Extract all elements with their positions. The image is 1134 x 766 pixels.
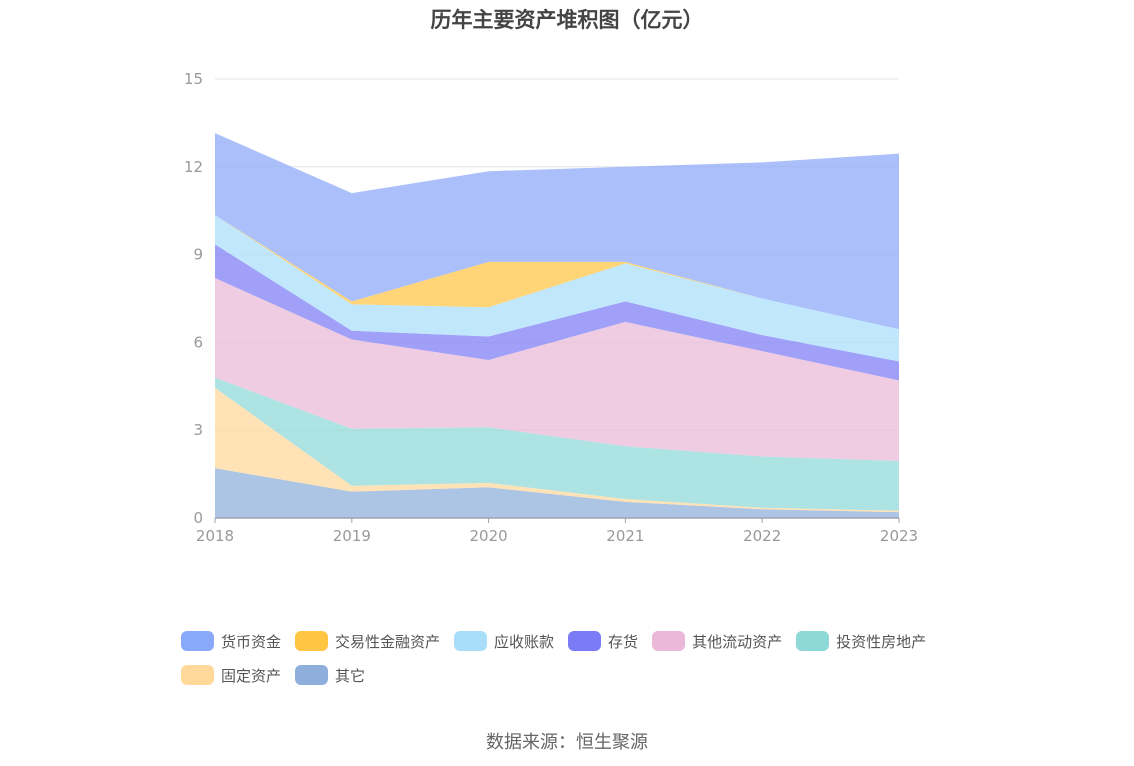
legend-item[interactable]: 固定资产: [181, 664, 281, 686]
stacked-area-chart: 0 3 6 9 12 15 2018 2019 2020 2021 2022 2023: [184, 70, 918, 545]
area-3: [215, 377, 899, 511]
y-tick-label: 12: [184, 158, 203, 176]
legend-label: 存货: [608, 632, 639, 651]
legend-item[interactable]: 应收账款: [454, 630, 554, 652]
legend-item[interactable]: 货币资金: [181, 630, 281, 652]
x-tick-label: 2022: [743, 527, 781, 545]
y-tick-label: 0: [193, 509, 203, 527]
legend-swatch: [568, 631, 602, 651]
y-tick-label: 3: [193, 421, 203, 439]
legend-label: 货币资金: [221, 632, 282, 651]
area-1: [215, 468, 899, 518]
legend-swatch: [454, 631, 488, 651]
y-tick-label: 6: [193, 333, 203, 351]
legend: 货币资金 交易性金融资产 应收账款 存货 其他流动资产 投资性房地产固定资产 其它: [181, 630, 981, 698]
data-source: 数据来源：恒生聚源: [486, 732, 648, 753]
legend-swatch: [181, 665, 214, 685]
x-tick-label: 2020: [470, 527, 508, 545]
legend-label: 其它: [335, 666, 366, 685]
x-tick-label: 2018: [196, 527, 234, 545]
x-tick-label: 2023: [880, 527, 918, 545]
area-8: [215, 133, 899, 330]
legend-label: 其他流动资产: [692, 632, 783, 651]
x-tick-label: 2021: [606, 527, 644, 545]
legend-label: 固定资产: [221, 666, 282, 685]
area-series: [215, 133, 899, 518]
chart-title: 历年主要资产堆积图（亿元）: [430, 8, 704, 32]
legend-item[interactable]: 其它: [295, 664, 365, 686]
axes: 0 3 6 9 12 15 2018 2019 2020 2021 2022 2023: [184, 70, 918, 545]
y-tick-label: 9: [193, 246, 203, 264]
legend-label: 投资性房地产: [836, 632, 927, 651]
area-4: [215, 278, 899, 461]
area-6: [215, 215, 899, 362]
legend-swatch: [652, 631, 686, 651]
legend-item[interactable]: 交易性金融资产: [295, 630, 440, 652]
legend-label: 交易性金融资产: [335, 632, 441, 651]
area-7: [215, 215, 899, 330]
legend-item[interactable]: 存货: [568, 630, 638, 652]
legend-swatch: [295, 665, 329, 685]
legend-swatch: [796, 631, 830, 651]
legend-label: 应收账款: [494, 632, 555, 651]
legend-item[interactable]: 投资性房地产: [796, 630, 926, 652]
x-tick-label: 2019: [333, 527, 371, 545]
legend-swatch: [295, 631, 329, 651]
y-tick-label: 15: [184, 70, 203, 88]
legend-swatch: [181, 631, 214, 651]
legend-item[interactable]: 其他流动资产: [652, 630, 782, 652]
